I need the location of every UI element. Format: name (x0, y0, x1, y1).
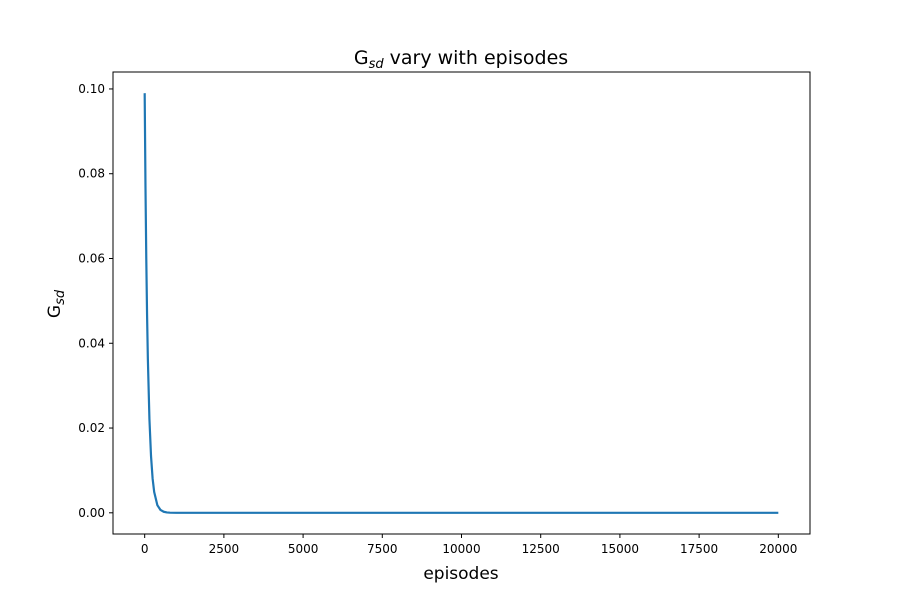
x-tick-label: 17500 (680, 542, 718, 556)
x-tick-label: 5000 (288, 542, 319, 556)
y-tick-label: 0.10 (78, 82, 105, 96)
x-tick-label: 12500 (522, 542, 560, 556)
chart-title-rest: vary with episodes (384, 47, 569, 69)
x-tick-label: 2500 (209, 542, 240, 556)
y-tick-label: 0.08 (78, 167, 105, 181)
chart-title-main: G (354, 47, 369, 69)
x-tick-label: 0 (141, 542, 149, 556)
y-tick-label: 0.00 (78, 506, 105, 520)
y-tick-label: 0.06 (78, 251, 105, 265)
x-tick-label: 15000 (601, 542, 639, 556)
y-axis-title-subscript: sd (53, 289, 68, 305)
x-tick-label: 20000 (759, 542, 797, 556)
y-axis-title-main: G (45, 305, 65, 318)
plot-area: 0 2500 5000 7500 10000 12500 15000 17500 20000 0.… (78, 71, 811, 556)
x-tick-label: 7500 (367, 542, 398, 556)
x-axis-title: episodes (423, 564, 498, 584)
x-tick-label: 10000 (442, 542, 480, 556)
chart-title-subscript: sd (369, 57, 385, 72)
y-axis-title: Gsd (45, 289, 68, 318)
series-line-0 (143, 93, 779, 514)
y-tick-label: 0.02 (78, 421, 105, 435)
chart-title: Gsd vary with episodes (354, 47, 568, 72)
y-tick-label: 0.04 (78, 336, 105, 350)
